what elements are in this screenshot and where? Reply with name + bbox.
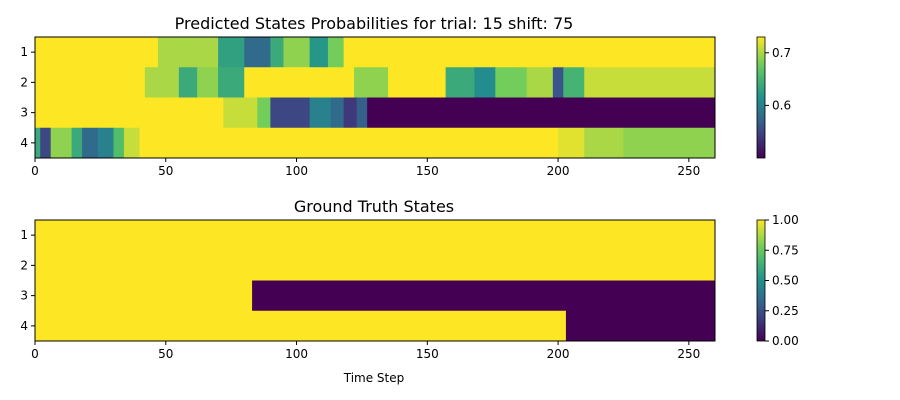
predicted-cell-row3-seg9 — [367, 97, 716, 129]
predicted-heatmap — [35, 37, 716, 159]
x-axis-label: Time Step — [343, 371, 405, 385]
predicted-plot-frame — [34, 36, 716, 159]
predicted-cell-row2-seg11 — [495, 67, 528, 98]
predicted-cell-row4-seg3 — [50, 127, 73, 159]
predicted-x-tick-label: 100 — [285, 164, 308, 178]
predicted-colorbar: 0.6 0.7 — [756, 36, 791, 159]
ground-truth-chart-title: Ground Truth States — [294, 197, 454, 216]
predicted-cell-row3-seg7 — [343, 97, 358, 129]
predicted-cell-row4-seg2 — [40, 127, 52, 159]
ground-truth-cell-row4-seg1 — [35, 310, 567, 342]
ground-truth-colorbar-tick-label: 1.00 — [772, 213, 799, 227]
ground-truth-x-axis: 0 50 100 150 200 250 — [31, 341, 700, 361]
predicted-cell-row2-seg4 — [197, 67, 219, 98]
predicted-x-axis: 0 50 100 150 200 250 — [31, 158, 700, 178]
predicted-colorbar-gradient — [756, 36, 766, 159]
predicted-cell-row1-seg7 — [309, 37, 329, 68]
predicted-colorbar-tick-label: 0.7 — [772, 46, 791, 60]
predicted-cell-row1-seg8 — [327, 37, 345, 68]
predicted-cell-row2-seg14 — [563, 67, 585, 98]
predicted-cell-row1-seg6 — [283, 37, 311, 68]
ground-truth-cell-row2-seg1 — [35, 250, 716, 281]
ground-truth-cell-row1-seg1 — [35, 220, 716, 251]
ground-truth-y-tick-label: 4 — [20, 319, 28, 333]
ground-truth-y-axis: 1 2 3 4 — [20, 228, 35, 333]
ground-truth-colorbar-tick-label: 0.50 — [772, 274, 799, 288]
ground-truth-cell-row4-seg2 — [565, 310, 716, 342]
predicted-cell-row1-seg2 — [157, 37, 219, 68]
predicted-cell-row2-seg5 — [218, 67, 245, 98]
ground-truth-y-tick-label: 2 — [20, 258, 28, 272]
predicted-cell-row1-seg4 — [244, 37, 271, 68]
predicted-cell-row1-seg3 — [218, 37, 245, 68]
predicted-cell-row1-seg5 — [270, 37, 284, 68]
predicted-cell-row3-seg6 — [330, 97, 345, 129]
predicted-x-tick-label: 250 — [677, 164, 700, 178]
predicted-y-axis: 1 2 3 4 — [20, 45, 35, 150]
predicted-cell-row4-seg7 — [113, 127, 125, 159]
predicted-y-tick-label: 1 — [20, 45, 28, 59]
predicted-cell-row4-seg5 — [82, 127, 99, 159]
predicted-cell-row4-seg1 — [35, 127, 41, 159]
predicted-cell-row1-seg9 — [343, 37, 716, 68]
predicted-cell-row1-seg1 — [35, 37, 159, 68]
predicted-cell-row2-seg2 — [144, 67, 180, 98]
predicted-cell-row3-seg2 — [223, 97, 258, 129]
ground-truth-x-tick-label: 100 — [285, 347, 308, 361]
predicted-cell-row4-seg4 — [71, 127, 83, 159]
predicted-cell-row3-seg3 — [257, 97, 271, 129]
predicted-cell-row2-seg6 — [244, 67, 355, 98]
predicted-cell-row2-seg8 — [388, 67, 447, 98]
ground-truth-colorbar-tick-label: 0.75 — [772, 243, 799, 257]
predicted-y-tick-label: 4 — [20, 136, 28, 150]
predicted-cell-row2-seg15 — [584, 67, 716, 98]
predicted-cell-row4-seg8 — [123, 127, 141, 159]
predicted-x-tick-label: 50 — [158, 164, 173, 178]
predicted-cell-row3-seg5 — [309, 97, 331, 129]
ground-truth-y-tick-label: 1 — [20, 228, 28, 242]
predicted-x-tick-label: 150 — [416, 164, 439, 178]
ground-truth-colorbar-tick-label: 0.00 — [772, 334, 799, 348]
predicted-cell-row2-seg1 — [35, 67, 146, 98]
ground-truth-colorbar: 0.00 0.25 0.50 0.75 1.00 — [756, 213, 799, 348]
predicted-cell-row2-seg3 — [178, 67, 198, 98]
predicted-cell-row4-seg12 — [623, 127, 716, 159]
ground-truth-colorbar-tick-label: 0.25 — [772, 304, 799, 318]
ground-truth-x-tick-label: 50 — [158, 347, 173, 361]
predicted-y-tick-label: 3 — [20, 106, 28, 120]
predicted-cell-row2-seg12 — [526, 67, 554, 98]
predicted-cell-row2-seg7 — [354, 67, 389, 98]
predicted-cell-row4-seg11 — [584, 127, 624, 159]
ground-truth-x-tick-label: 0 — [31, 347, 39, 361]
predicted-x-tick-label: 0 — [31, 164, 39, 178]
ground-truth-plot-frame — [34, 219, 716, 342]
predicted-colorbar-tick-label: 0.6 — [772, 98, 791, 112]
predicted-cell-row2-seg9 — [445, 67, 475, 98]
predicted-cell-row4-seg9 — [139, 127, 559, 159]
predicted-states-panel: Predicted States Probabilities for trial… — [20, 14, 791, 178]
predicted-cell-row3-seg4 — [270, 97, 311, 129]
ground-truth-panel: Ground Truth States 1 2 3 4 0 50 100 150 200 250… — [20, 197, 798, 385]
predicted-x-tick-label: 200 — [547, 164, 570, 178]
ground-truth-x-tick-label: 200 — [547, 347, 570, 361]
ground-truth-cell-row3-seg1 — [35, 280, 253, 312]
predicted-y-tick-label: 2 — [20, 75, 28, 89]
ground-truth-colorbar-gradient — [756, 219, 766, 342]
ground-truth-x-tick-label: 250 — [677, 347, 700, 361]
predicted-cell-row2-seg13 — [552, 67, 564, 98]
predicted-chart-title: Predicted States Probabilities for trial… — [175, 14, 574, 33]
ground-truth-y-tick-label: 3 — [20, 289, 28, 303]
predicted-cell-row4-seg6 — [97, 127, 114, 159]
ground-truth-heatmap — [35, 220, 716, 342]
predicted-cell-row3-seg8 — [356, 97, 368, 129]
ground-truth-cell-row3-seg2 — [252, 280, 716, 312]
predicted-cell-row4-seg10 — [558, 127, 585, 159]
predicted-cell-row3-seg1 — [35, 97, 224, 129]
predicted-cell-row2-seg10 — [474, 67, 496, 98]
ground-truth-x-tick-label: 150 — [416, 347, 439, 361]
